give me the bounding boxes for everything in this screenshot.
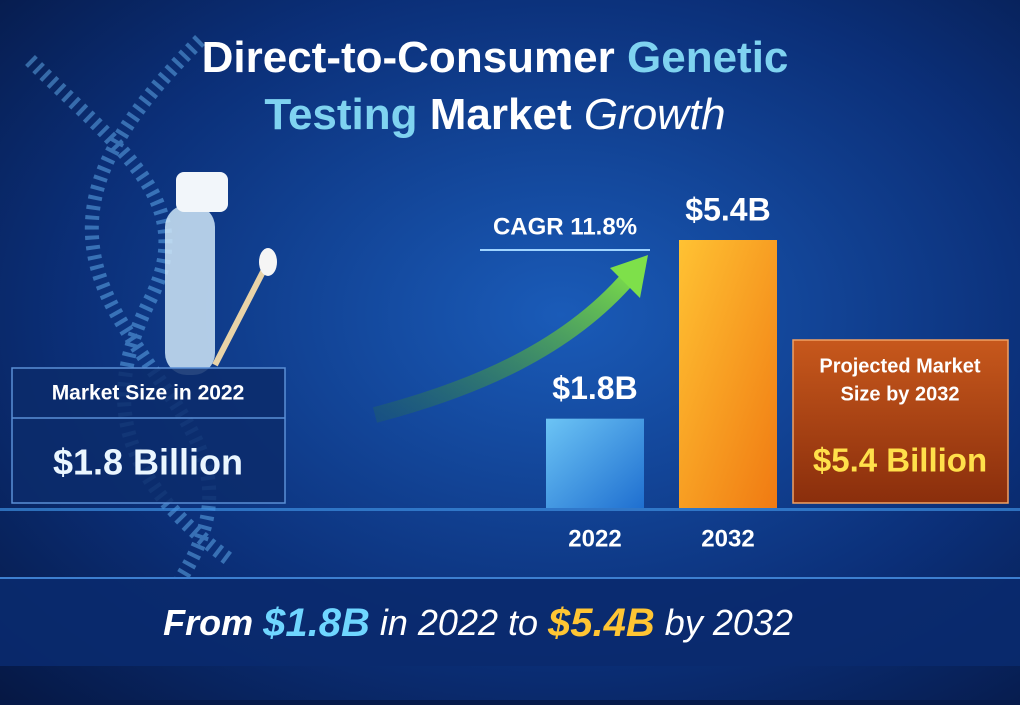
title-part: Market <box>430 90 572 139</box>
panel-heading: Market Size in 2022 <box>52 382 245 405</box>
footer-part: $1.8B <box>262 601 370 645</box>
footer-part: in 2022 to <box>380 602 538 643</box>
title-part: Genetic <box>627 33 788 82</box>
panel-heading: Size by 2032 <box>841 383 960 405</box>
footer-part: From <box>163 602 253 643</box>
panel-value: $5.4 Billion <box>813 442 987 479</box>
value-label: $1.8B <box>552 370 637 406</box>
title-part: Testing <box>264 90 417 139</box>
footer-band <box>0 578 1020 666</box>
title-part: Growth <box>584 90 726 139</box>
footer-part: by 2032 <box>665 602 793 643</box>
chart-title: Direct-to-Consumer Genetic <box>202 33 789 82</box>
title-part: Direct-to-Consumer <box>202 33 615 82</box>
footer: From $1.8B in 2022 to $5.4B by 2032 <box>163 601 793 645</box>
x-tick-label: 2022 <box>568 525 621 552</box>
growth-arrow <box>372 264 642 423</box>
baseline <box>0 508 1020 511</box>
panel-value: $1.8 Billion <box>53 442 243 483</box>
chart-title: Testing Market Growth <box>264 90 725 139</box>
dna-decoration <box>25 35 235 584</box>
right-panel: Projected Market Size by 2032 $5.4 Billi… <box>792 339 1009 504</box>
footer-part: $5.4B <box>547 601 655 645</box>
growth-arrow-head <box>610 255 648 298</box>
panel-heading: Projected Market <box>819 355 981 377</box>
cagr-annotation: CAGR 11.8% <box>493 213 637 240</box>
bar <box>679 240 777 508</box>
left-panel: Market Size in 2022 $1.8 Billion <box>11 367 286 504</box>
bar <box>546 418 644 508</box>
x-tick-label: 2032 <box>701 525 754 552</box>
test-tube <box>165 172 277 375</box>
value-label: $5.4B <box>685 191 770 227</box>
